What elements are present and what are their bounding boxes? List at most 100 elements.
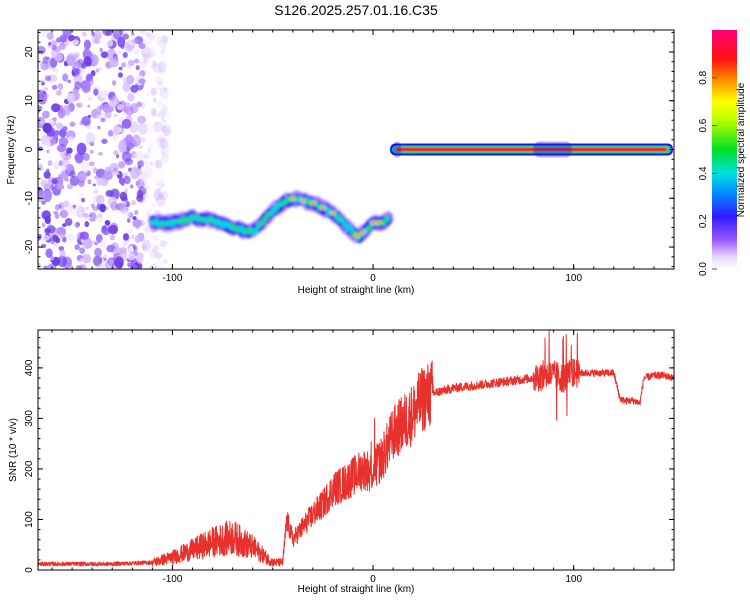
noise-blob: [142, 225, 147, 230]
spectrogram-ytick-label: -10: [24, 191, 35, 206]
noise-blob: [74, 61, 80, 67]
carrier-line: [390, 141, 673, 158]
spectrogram-ytick-label: -20: [24, 239, 35, 254]
noise-blob: [94, 247, 102, 257]
noise-blob: [143, 161, 148, 169]
noise-blob: [141, 237, 146, 242]
noise-blob: [121, 151, 132, 162]
noise-blob: [153, 63, 161, 71]
noise-blob: [151, 112, 157, 118]
noise-blob: [118, 161, 126, 169]
noise-blob: [110, 201, 118, 211]
noise-blob: [153, 190, 164, 201]
noise-blob: [38, 262, 41, 267]
noise-blob: [55, 89, 62, 96]
noise-blob: [53, 130, 61, 136]
noise-blob: [152, 33, 163, 45]
noise-blob: [157, 187, 162, 192]
noise-blob: [56, 226, 66, 236]
noise-blob: [161, 116, 165, 122]
noise-blob: [94, 242, 99, 246]
noise-blob: [141, 240, 152, 252]
noise-blob: [55, 122, 64, 130]
noise-blob: [155, 75, 165, 85]
noise-blob: [69, 121, 76, 127]
noise-blob: [154, 243, 161, 252]
noise-blob: [108, 258, 114, 266]
noise-blob: [158, 190, 169, 200]
noise-blob: [62, 30, 72, 38]
noise-blob: [126, 75, 135, 85]
noise-blob: [126, 142, 135, 150]
snr-ytick-label: 100: [24, 511, 35, 528]
noise-blob: [43, 170, 51, 179]
noise-blob: [164, 241, 169, 245]
noise-blob: [38, 143, 41, 147]
noise-blob: [42, 110, 50, 119]
noise-blob: [97, 263, 106, 269]
noise-blob: [99, 203, 107, 213]
colorbar-ticks: 0.0 0.2 0.4 0.6 0.8: [698, 70, 717, 276]
noise-blob: [146, 122, 155, 135]
noise-blob: [154, 121, 158, 126]
noise-blob: [152, 97, 157, 103]
noise-blob: [140, 46, 151, 59]
noise-blob: [131, 234, 135, 239]
noise-blob: [112, 80, 117, 86]
noise-blob: [118, 177, 126, 185]
noise-blob: [73, 73, 83, 85]
noise-blob: [76, 142, 87, 156]
noise-blob: [127, 93, 135, 102]
noise-blob: [54, 68, 59, 74]
noise-blob: [132, 219, 142, 228]
noise-blob: [50, 40, 58, 47]
noise-blob: [149, 52, 153, 58]
noise-blob: [65, 166, 69, 170]
noise-blob: [105, 206, 109, 211]
noise-blob: [67, 79, 72, 84]
noise-blob: [155, 193, 166, 207]
noise-blob: [74, 221, 81, 228]
noise-blob: [140, 178, 145, 183]
noise-blob: [112, 125, 121, 136]
noise-blob: [159, 229, 163, 233]
noise-blob: [162, 138, 169, 148]
noise-blob: [74, 244, 80, 251]
noise-blob: [90, 203, 95, 209]
noise-blob: [121, 196, 128, 203]
trace-core: [272, 208, 277, 214]
noise-blob: [45, 141, 52, 149]
noise-blob: [58, 136, 69, 147]
noise-blob: [121, 118, 132, 129]
snr-ylabel: SNR (10 * v/v): [8, 418, 19, 482]
noise-blob: [46, 149, 50, 154]
noise-blob: [50, 50, 57, 58]
noise-blob: [87, 51, 93, 58]
noise-blob: [130, 264, 138, 269]
noise-blob: [157, 62, 166, 70]
noise-blob: [141, 236, 149, 247]
trace-peak: [311, 201, 315, 205]
noise-blob: [155, 81, 165, 91]
noise-blob: [106, 39, 114, 47]
noise-blob: [38, 164, 44, 171]
noise-blob: [160, 44, 168, 52]
noise-blob: [113, 56, 119, 62]
noise-blob: [43, 265, 48, 269]
noise-blob: [54, 204, 60, 211]
noise-blob: [158, 60, 167, 73]
noise-blob: [84, 221, 90, 228]
snr-xlabel: Height of straight line (km): [298, 584, 415, 595]
noise-blob: [162, 119, 167, 125]
carrier-broadening: [533, 141, 572, 158]
noise-blob: [79, 247, 86, 254]
noise-blob: [136, 115, 147, 124]
noise-blob: [62, 126, 68, 132]
noise-blob: [57, 255, 68, 268]
snr-ytick-label: 400: [24, 359, 35, 376]
noise-blob: [113, 113, 118, 118]
spectrogram-ytick-label: 0: [24, 146, 35, 152]
noise-blob: [122, 233, 129, 241]
snr-xtick-label: -100: [162, 574, 182, 585]
